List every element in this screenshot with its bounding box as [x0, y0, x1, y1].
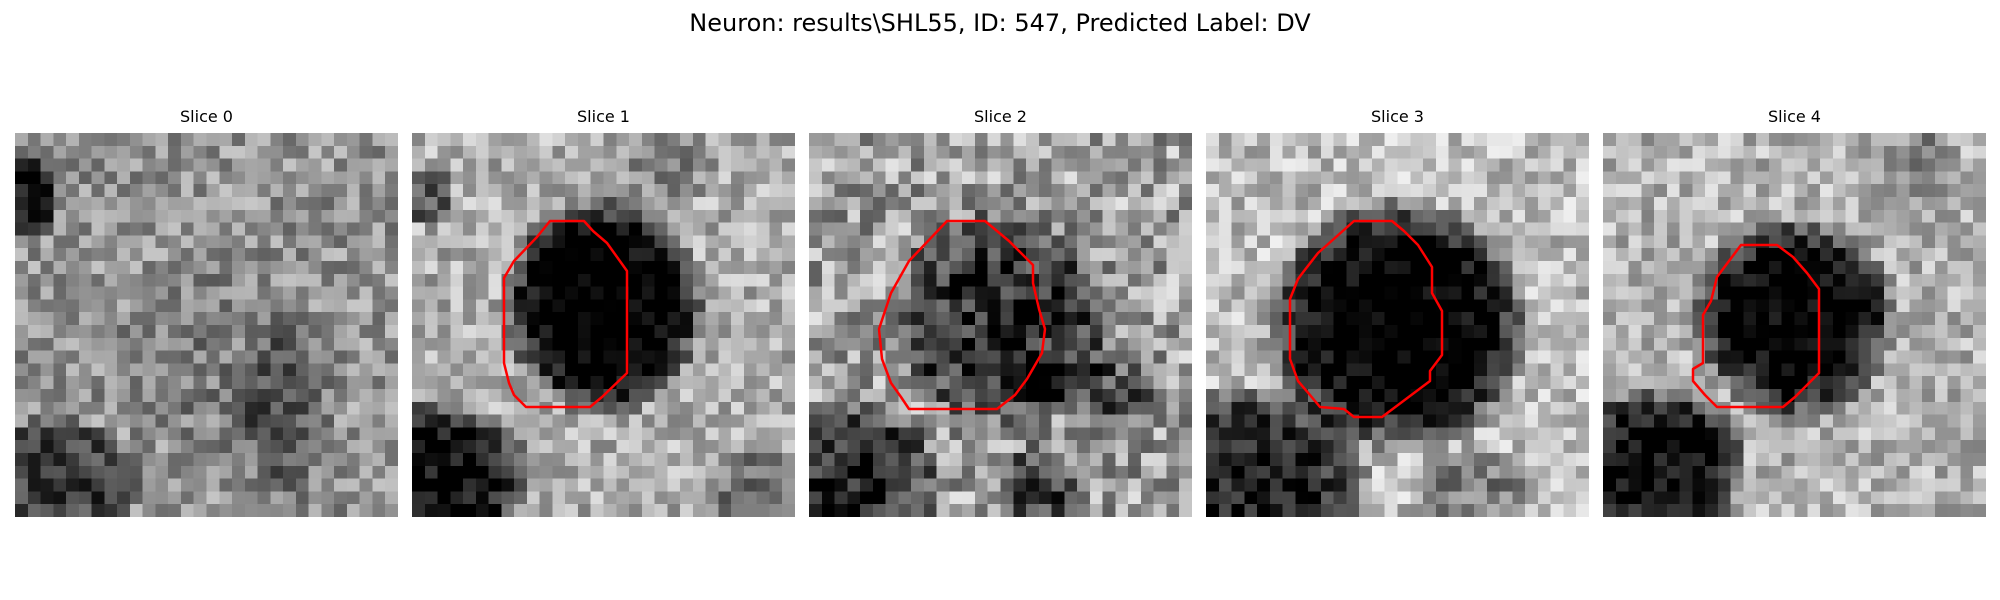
slice-1-canvas — [412, 133, 795, 517]
slice-3-roi-outline — [1288, 219, 1444, 419]
slice-3-image — [1206, 133, 1589, 517]
figure-title: Neuron: results\SHL55, ID: 547, Predicte… — [689, 9, 1311, 37]
slice-0-canvas — [15, 133, 398, 517]
slice-2-image — [809, 133, 1192, 517]
slice-3-contour — [1288, 219, 1444, 419]
slice-4-title: Slice 4 — [1768, 107, 1821, 126]
slice-1-contour — [502, 219, 629, 409]
slice-4-roi-outline — [1691, 243, 1821, 409]
slice-0-image — [15, 133, 398, 517]
slice-0-title: Slice 0 — [180, 107, 233, 126]
slice-1-title: Slice 1 — [577, 107, 630, 126]
slice-2-canvas — [809, 133, 1192, 517]
slice-4-contour — [1691, 243, 1821, 409]
slice-2-contour — [877, 219, 1047, 411]
slice-3-canvas — [1206, 133, 1589, 517]
slice-2-roi-outline — [877, 219, 1047, 411]
slice-1-image — [412, 133, 795, 517]
slice-2-title: Slice 2 — [974, 107, 1027, 126]
slice-4-canvas — [1603, 133, 1986, 517]
slice-1-roi-outline — [502, 219, 629, 409]
slice-4-image — [1603, 133, 1986, 517]
slice-3-title: Slice 3 — [1371, 107, 1424, 126]
